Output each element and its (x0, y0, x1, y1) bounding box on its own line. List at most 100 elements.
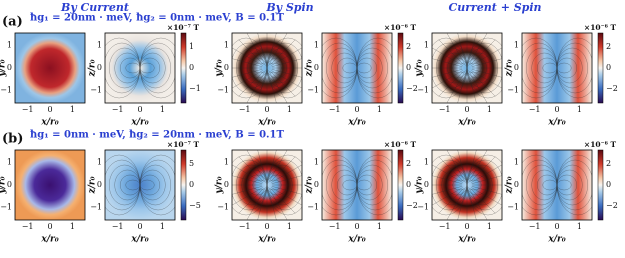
x-tick-label: 1 (377, 105, 382, 114)
panel-frame (14, 32, 86, 104)
panel-frame (431, 32, 503, 104)
x-tick-label: 1 (287, 105, 292, 114)
streamline (271, 69, 302, 78)
y-axis-label: y/r₀ (0, 59, 8, 77)
y-tick-label: 0 (7, 180, 12, 189)
streamline (238, 188, 264, 214)
streamline (469, 189, 488, 220)
colorbar (597, 149, 604, 221)
streamline (471, 186, 502, 195)
streamline (269, 150, 288, 181)
colorbar-tick-label: −5 (189, 201, 201, 210)
y-tick-label: 0 (7, 63, 12, 72)
x-tick-label: −1 (439, 105, 451, 114)
streamline (468, 72, 477, 103)
streamline (470, 156, 496, 182)
streamline (232, 69, 263, 78)
panel (522, 150, 592, 220)
streamline (246, 72, 265, 103)
column-header: By Current (60, 1, 129, 14)
x-tick-label: 0 (137, 105, 142, 114)
streamline (268, 189, 277, 220)
y-tick-label: 1 (7, 41, 12, 50)
x-tick-label: 1 (487, 222, 492, 231)
streamline (468, 33, 477, 64)
y-tick-label: −1 (307, 202, 319, 211)
streamline (246, 150, 265, 181)
streamline (257, 150, 266, 181)
streamline (232, 175, 263, 184)
streamline (432, 164, 463, 183)
streamline (266, 37, 302, 99)
colorbar-scale: ×10⁻⁷ T (167, 23, 200, 32)
y-tick-label: −1 (90, 202, 102, 211)
colorbar (180, 149, 187, 221)
x-tick-label: 1 (70, 105, 75, 114)
colorbar-tick-label: 0 (606, 180, 611, 189)
streamline (446, 33, 465, 64)
streamline (270, 156, 296, 182)
streamline (471, 175, 502, 184)
y-tick-label: 0 (97, 63, 102, 72)
streamline (432, 69, 463, 78)
y-tick-label: 1 (314, 41, 319, 50)
streamline (268, 72, 277, 103)
panel (522, 33, 592, 103)
y-tick-label: 0 (97, 180, 102, 189)
y-tick-label: 0 (514, 63, 519, 72)
colorbar-tick-label: −1 (189, 84, 201, 93)
panel (232, 150, 302, 220)
y-tick-label: −1 (217, 202, 229, 211)
x-tick-label: 0 (137, 222, 142, 231)
y-axis-label: z/r₀ (505, 59, 515, 77)
x-tick-label: −1 (22, 105, 34, 114)
streamline (432, 175, 463, 184)
y-tick-label: 0 (314, 180, 319, 189)
streamline (270, 188, 296, 214)
y-tick-label: 1 (97, 41, 102, 50)
colorbar (397, 149, 404, 221)
streamline (271, 47, 302, 66)
y-tick-label: 1 (424, 41, 429, 50)
x-tick-label: −1 (329, 105, 341, 114)
y-tick-label: 0 (514, 180, 519, 189)
x-tick-label: −1 (22, 222, 34, 231)
streamline (271, 164, 302, 183)
panel (432, 33, 502, 103)
panel (322, 150, 392, 220)
x-tick-label: −1 (529, 222, 541, 231)
y-tick-label: 1 (224, 41, 229, 50)
streamline (269, 33, 288, 64)
y-tick-label: 0 (224, 180, 229, 189)
x-tick-label: 0 (464, 105, 469, 114)
panel-image (15, 33, 85, 103)
x-tick-label: 1 (577, 222, 582, 231)
colorbar-tick-label: −2 (606, 201, 618, 210)
streamline (356, 37, 392, 99)
colorbar-tick-label: 5 (189, 159, 194, 168)
streamline (457, 72, 466, 103)
colorbar-tick-label: 1 (189, 42, 194, 51)
streamline (432, 70, 463, 89)
x-axis-label: x/r₀ (547, 118, 565, 128)
streamline (270, 71, 296, 97)
y-tick-label: −1 (307, 85, 319, 94)
x-tick-label: −1 (112, 222, 124, 231)
streamline (246, 33, 265, 64)
x-tick-label: 1 (160, 222, 165, 231)
streamline (271, 175, 302, 184)
x-axis-label: x/r₀ (457, 118, 475, 128)
x-axis-label: x/r₀ (347, 118, 365, 128)
row-label: (a) (2, 15, 23, 30)
x-tick-label: −1 (112, 105, 124, 114)
colorbar-tick-label: −2 (606, 84, 618, 93)
y-axis-label: y/r₀ (415, 59, 425, 77)
streamline (466, 154, 502, 216)
colorbar-tick-label: −2 (406, 201, 418, 210)
y-axis-label: z/r₀ (88, 176, 98, 194)
x-tick-label: −1 (239, 105, 251, 114)
streamline (446, 189, 465, 220)
y-tick-label: 0 (224, 63, 229, 72)
colorbar-tick-label: 0 (189, 180, 194, 189)
